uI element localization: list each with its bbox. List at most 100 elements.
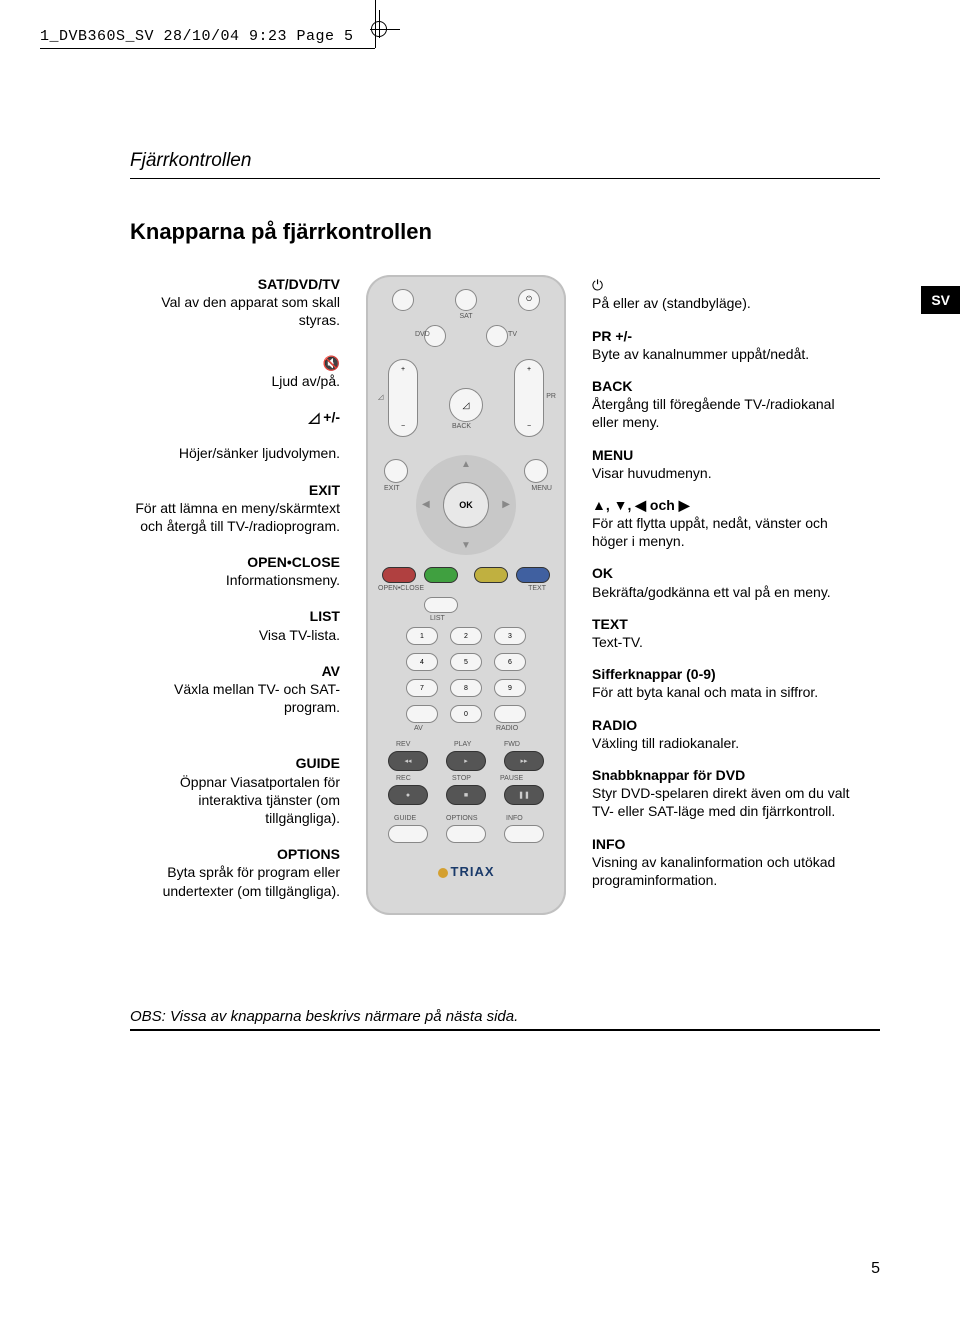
left-arrow-icon: ◀ xyxy=(422,499,430,510)
digit-9[interactable]: 9 xyxy=(494,679,526,697)
yellow-key[interactable] xyxy=(474,567,508,583)
digit-3[interactable]: 3 xyxy=(494,627,526,645)
down-arrow-icon: ▼ xyxy=(461,540,471,551)
pause-button[interactable]: ❚❚ xyxy=(504,785,544,805)
desc: För att flytta uppåt, nedåt, vänster och… xyxy=(592,515,828,549)
label: Snabbknappar för DVD xyxy=(592,767,745,783)
av-button[interactable] xyxy=(406,705,438,723)
desc: Text-TV. xyxy=(592,634,643,650)
label: MENU xyxy=(592,447,633,463)
play-button[interactable]: ▸ xyxy=(446,751,486,771)
right-item-dvd: Snabbknappar för DVD Styr DVD-spelaren d… xyxy=(592,766,852,821)
radio-label: RADIO xyxy=(496,725,518,732)
desc: Höjer/sänker ljudvolymen. xyxy=(179,445,340,461)
radio-button[interactable] xyxy=(494,705,526,723)
right-item-ok: OK Bekräfta/godkänna ett val på en meny. xyxy=(592,564,852,600)
desc: Byta språk för program eller undertexter… xyxy=(163,864,340,898)
rev-button[interactable]: ◂◂ xyxy=(388,751,428,771)
sat-button[interactable] xyxy=(455,289,477,311)
info-label: INFO xyxy=(506,815,523,822)
dvd-label: DVD xyxy=(415,331,430,338)
left-item-list: LIST Visa TV-lista. xyxy=(130,607,340,643)
desc: Ljud av/på. xyxy=(272,373,341,389)
right-item-menu: MENU Visar huvudmenyn. xyxy=(592,446,852,482)
digit-5[interactable]: 5 xyxy=(450,653,482,671)
desc: Visning av kanalinformation och utökad p… xyxy=(592,854,835,888)
label: TEXT xyxy=(592,616,628,632)
power-icon: ⏻ xyxy=(592,277,603,293)
digit-7[interactable]: 7 xyxy=(406,679,438,697)
desc: Styr DVD-spelaren direkt även om du valt… xyxy=(592,785,850,819)
exit-label: EXIT xyxy=(384,485,400,492)
desc: Informationsmeny. xyxy=(226,572,340,588)
rev-label: REV xyxy=(396,741,410,748)
label: OPTIONS xyxy=(130,845,340,863)
right-item-arrows: ▲, ▼, ◀ och ▶ För att flytta uppåt, nedå… xyxy=(592,496,852,551)
tv-label: TV xyxy=(508,331,517,338)
desc: Visar huvudmenyn. xyxy=(592,465,712,481)
pr-rocker[interactable]: +− xyxy=(514,359,544,437)
info-button[interactable] xyxy=(504,825,544,843)
vol-label: ◿ xyxy=(378,393,383,401)
label: ▲, ▼, ◀ och ▶ xyxy=(592,497,689,513)
desc: Öppnar Viasatportalen för interaktiva tj… xyxy=(180,774,340,826)
right-item-text: TEXT Text-TV. xyxy=(592,615,852,651)
red-key[interactable] xyxy=(382,567,416,583)
openclose-label: OPEN•CLOSE xyxy=(378,585,424,592)
list-button[interactable] xyxy=(424,597,458,613)
label: Sifferknappar (0-9) xyxy=(592,666,716,682)
power-button[interactable]: ⏻ xyxy=(518,289,540,311)
menu-label: MENU xyxy=(531,485,552,492)
label: LIST xyxy=(130,607,340,625)
label: OK xyxy=(592,565,613,581)
remote-control: SAT ⏻ DVD TV +− ◿ +− PR ◿ BACK EXIT MENU xyxy=(366,275,566,915)
label: BACK xyxy=(592,378,632,394)
menu-button[interactable] xyxy=(524,459,548,483)
back-button[interactable]: ◿ xyxy=(449,388,483,422)
desc: Val av den apparat som skall styras. xyxy=(161,294,340,328)
play-label: PLAY xyxy=(454,741,471,748)
left-item-av: AV Växla mellan TV- och SAT-program. xyxy=(130,662,340,717)
volume-rocker[interactable]: +− xyxy=(388,359,418,437)
ok-button[interactable]: OK xyxy=(443,482,489,528)
desc: Återgång till föregående TV-/radiokanal … xyxy=(592,396,835,430)
nav-pad[interactable]: ▲ ▼ ◀ ▶ OK xyxy=(416,455,516,555)
digit-1[interactable]: 1 xyxy=(406,627,438,645)
desc: För att byta kanal och mata in siffror. xyxy=(592,684,818,700)
desc: Visa TV-lista. xyxy=(259,627,340,643)
label: EXIT xyxy=(130,481,340,499)
exit-button[interactable] xyxy=(384,459,408,483)
digit-0[interactable]: 0 xyxy=(450,705,482,723)
pr-label: PR xyxy=(546,393,556,400)
digit-2[interactable]: 2 xyxy=(450,627,482,645)
left-item-mute: 🔇 Ljud av/på. xyxy=(130,354,340,390)
digit-8[interactable]: 8 xyxy=(450,679,482,697)
stop-button[interactable]: ■ xyxy=(446,785,486,805)
right-item-digits: Sifferknappar (0-9) För att byta kanal o… xyxy=(592,665,852,701)
text-label: TEXT xyxy=(528,585,546,592)
blue-key[interactable] xyxy=(516,567,550,583)
digit-4[interactable]: 4 xyxy=(406,653,438,671)
digit-6[interactable]: 6 xyxy=(494,653,526,671)
rec-button[interactable]: ● xyxy=(388,785,428,805)
volume-icon: ◿ +/- xyxy=(130,408,340,426)
right-item-pr: PR +/- Byte av kanalnummer uppåt/nedåt. xyxy=(592,327,852,363)
right-item-back: BACK Återgång till föregående TV-/radiok… xyxy=(592,377,852,432)
left-item-sat: SAT/DVD/TV Val av den apparat som skall … xyxy=(130,275,340,330)
green-key[interactable] xyxy=(424,567,458,583)
brand-label: TRIAX xyxy=(366,864,566,879)
rec-label: REC xyxy=(396,775,411,782)
options-label: OPTIONS xyxy=(446,815,478,822)
remote-column: SAT ⏻ DVD TV +− ◿ +− PR ◿ BACK EXIT MENU xyxy=(356,275,576,918)
fwd-button[interactable]: ▸▸ xyxy=(504,751,544,771)
options-button[interactable] xyxy=(446,825,486,843)
footnote-rule xyxy=(130,1029,880,1031)
right-item-power: ⏻ På eller av (standbyläge). xyxy=(592,275,852,313)
title-rule xyxy=(130,178,880,179)
mute-button[interactable] xyxy=(392,289,414,311)
left-item-exit: EXIT För att lämna en meny/skärmtext och… xyxy=(130,481,340,536)
guide-button[interactable] xyxy=(388,825,428,843)
right-item-radio: RADIO Växling till radiokanaler. xyxy=(592,716,852,752)
tv-button[interactable] xyxy=(486,325,508,347)
main-title: Knapparna på fjärrkontrollen xyxy=(130,219,880,245)
